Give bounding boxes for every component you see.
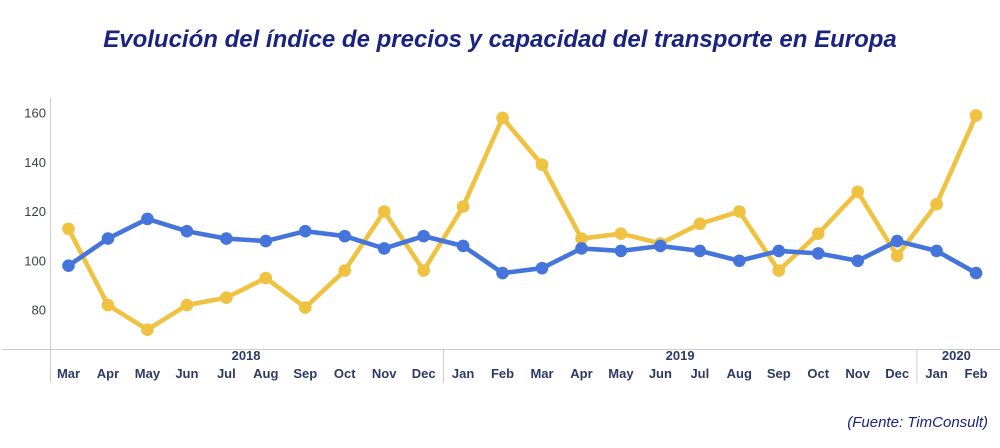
chart-point-yellow <box>338 264 352 277</box>
x-tick-label: Jul <box>690 366 709 381</box>
chart-line-blue <box>66 216 979 276</box>
x-tick-label: Aug <box>727 366 752 381</box>
x-tick-label: Mar <box>530 366 553 381</box>
x-tick-label: Feb <box>965 366 988 381</box>
chart-point-blue <box>614 244 628 258</box>
x-tick-label: Jun <box>649 366 672 381</box>
chart-point-yellow <box>969 109 983 122</box>
chart-point-yellow <box>851 185 864 199</box>
chart-point-blue <box>259 234 273 248</box>
x-tick-label: Sep <box>767 366 791 381</box>
chart-point-blue <box>220 232 233 245</box>
x-tick-label: Oct <box>334 366 356 381</box>
chart-point-blue <box>456 239 470 253</box>
y-tick-label: 160 <box>24 106 46 121</box>
x-tick-label: May <box>135 366 161 381</box>
y-tick-label: 100 <box>24 253 46 268</box>
x-tick-label: Aug <box>253 366 278 381</box>
chart-point-blue <box>101 232 115 245</box>
chart-point-blue <box>141 212 154 226</box>
year-label: 2018 <box>232 348 261 363</box>
chart-point-yellow <box>890 249 904 263</box>
chart-point-blue <box>496 266 509 280</box>
x-tick-label: Dec <box>412 366 436 381</box>
x-tick-label: Jun <box>175 366 198 381</box>
chart-point-blue <box>693 244 707 258</box>
x-tick-label: Nov <box>372 366 397 381</box>
chart-point-blue <box>772 244 786 258</box>
chart-point-blue <box>180 224 194 238</box>
x-tick-label: Feb <box>491 366 514 381</box>
chart-point-blue <box>535 261 549 275</box>
chart-point-yellow <box>141 323 154 337</box>
chart-point-yellow <box>496 111 509 125</box>
y-tick-label: 120 <box>24 204 46 219</box>
year-label: 2019 <box>666 348 695 363</box>
chart-point-blue <box>969 266 983 280</box>
x-tick-label: May <box>608 366 634 381</box>
chart-point-blue <box>733 254 746 268</box>
y-tick-label: 80 <box>32 303 46 318</box>
source-note: (Fuente: TimConsult) <box>847 414 988 431</box>
chart-point-yellow <box>575 232 588 245</box>
x-tick-label: Jan <box>925 366 947 381</box>
chart-line-yellow <box>66 113 979 333</box>
x-tick-label: Nov <box>845 366 870 381</box>
chart-point-blue <box>377 242 391 255</box>
chart-point-blue <box>298 224 312 238</box>
chart-title: Evolución del índice de precios y capaci… <box>103 26 897 53</box>
x-tick-label: Dec <box>885 366 909 381</box>
chart-point-yellow <box>377 205 391 218</box>
chart-point-blue <box>654 239 667 253</box>
chart-point-yellow <box>930 197 943 211</box>
chart-point-yellow <box>733 205 746 218</box>
chart-point-yellow <box>62 222 75 236</box>
chart-point-yellow <box>535 158 549 172</box>
y-tick-label: 140 <box>24 155 46 170</box>
x-tick-label: Oct <box>807 366 829 381</box>
chart-point-yellow <box>180 298 194 312</box>
year-label: 2020 <box>942 348 971 363</box>
chart-point-blue <box>890 234 904 248</box>
chart-point-blue <box>851 254 864 268</box>
chart-point-blue <box>930 244 943 258</box>
chart-point-yellow <box>101 298 115 312</box>
chart-point-blue <box>417 229 430 243</box>
x-tick-label: Jul <box>217 366 236 381</box>
chart-point-blue <box>62 259 75 272</box>
chart-point-blue <box>811 247 825 260</box>
chart-point-yellow <box>693 217 707 231</box>
chart-point-yellow <box>772 264 786 277</box>
x-tick-label: Sep <box>293 366 317 381</box>
chart-point-yellow <box>298 301 312 314</box>
x-tick-label: Apr <box>97 366 119 381</box>
chart-point-yellow <box>220 291 233 304</box>
chart-point-blue <box>338 229 352 243</box>
chart-point-blue <box>575 242 588 255</box>
x-tick-label: Apr <box>570 366 592 381</box>
x-tick-label: Mar <box>57 366 80 381</box>
chart-point-yellow <box>456 200 470 213</box>
chart-point-yellow <box>259 271 273 285</box>
chart-point-yellow <box>614 227 628 240</box>
chart-point-yellow <box>811 227 825 240</box>
x-tick-label: Jan <box>452 366 474 381</box>
chart-point-yellow <box>417 264 430 277</box>
